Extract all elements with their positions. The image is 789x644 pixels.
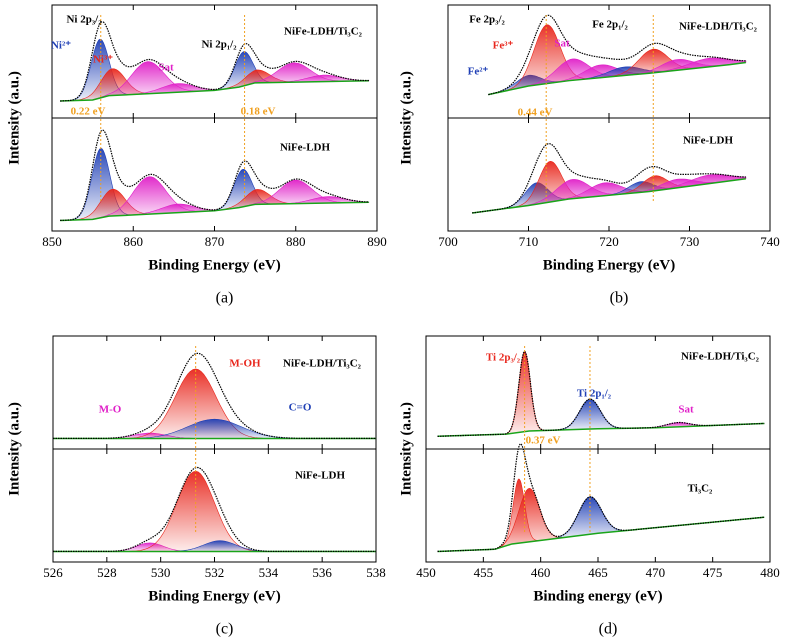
annotation: Ti 2p₃/₂ [486,352,521,364]
y-axis-label: Intensity (a.u.) [6,402,22,496]
x-tick-label: 730 [680,234,700,249]
annotation: 0.18 eV [241,106,276,118]
x-tick-label: 460 [531,565,551,580]
annotation: Ni 2p₁/₂ [201,39,237,51]
annotation: NiFe-LDH/Ti₃C₂ [283,358,362,370]
x-tick-label: 700 [438,234,458,249]
annotation: NiFe-LDH [683,135,734,147]
y-axis-label: Intensity (a.u.) [6,71,22,165]
background-line [60,201,369,222]
annotation: NiFe-LDH/Ti₃C₂ [679,21,758,33]
envelope [60,129,369,221]
x-tick-label: 526 [43,565,63,580]
annotation: NiFe-LDH [280,142,331,154]
envelope [437,443,765,553]
annotation: Ni³⁺ [93,54,113,66]
fit-peak [487,487,571,550]
annotation: Sat [678,404,694,416]
x-tick-label: 455 [474,565,494,580]
annotation: M-OH [229,358,261,370]
x-tick-label: 710 [519,234,539,249]
x-tick-label: 475 [703,565,723,580]
x-tick-label: 870 [205,234,225,249]
annotation: 0.22 eV [71,106,106,118]
x-tick-label: 480 [760,565,780,580]
x-tick-label: 534 [259,565,279,580]
envelope [437,350,765,437]
envelope [60,21,369,102]
annotation: M-O [99,404,122,416]
x-axis-label: Binding energy (eV) [533,588,662,604]
annotation: Ni²⁺ [51,40,71,52]
annotation: 0.44 eV [518,107,553,119]
x-tick-label: 530 [151,565,171,580]
x-tick-label: 880 [286,234,306,249]
annotation: Sat [158,62,174,74]
envelope [488,14,746,96]
x-tick-label: 720 [599,234,619,249]
annotation: Ti₃C₂ [688,483,713,495]
annotation: Ni 2p₃/₂ [66,14,102,26]
y-axis-label: Intensity (a.u.) [398,402,414,496]
caption: (b) [610,290,629,307]
annotation: NiFe-LDH/Ti₃C₂ [681,351,760,363]
x-tick-label: 532 [205,565,225,580]
background-line [437,422,765,438]
x-tick-label: 860 [124,234,144,249]
x-tick-label: 465 [588,565,608,580]
annotation: Ti 2p₁/₂ [577,388,612,400]
envelope [472,143,746,214]
x-tick-label: 470 [646,565,666,580]
background-line [60,79,369,102]
x-axis-label: Binding Energy (eV) [148,257,281,273]
annotation: NiFe-LDH [295,470,346,482]
envelope [53,466,376,553]
x-tick-label: 850 [42,234,62,249]
annotation: C=O [289,402,312,414]
envelope [53,352,376,439]
annotation: 0.37 eV [526,435,561,447]
annotation: Fe 2p₁/₂ [592,19,628,31]
caption: (a) [216,290,234,307]
annotation: Sat [554,38,570,50]
y-axis-label: Intensity (a.u.) [398,71,414,165]
x-axis-label: Binding Energy (eV) [543,257,676,273]
x-tick-label: 740 [760,234,780,249]
caption: (c) [216,621,234,638]
caption: (d) [599,621,618,638]
annotation: Fe³⁺ [493,40,514,52]
annotation: Fe 2p₃/₂ [469,14,505,26]
annotation: Fe²⁺ [468,66,489,78]
x-axis-label: Binding Energy (eV) [148,588,281,604]
background-line [472,177,746,214]
x-tick-label: 538 [366,565,386,580]
x-tick-label: 536 [312,565,332,580]
x-tick-label: 890 [367,234,387,249]
x-tick-label: 528 [97,565,117,580]
background-line [488,61,746,96]
x-tick-label: 450 [416,565,436,580]
annotation: NiFe-LDH/Ti₃C₂ [284,26,363,38]
